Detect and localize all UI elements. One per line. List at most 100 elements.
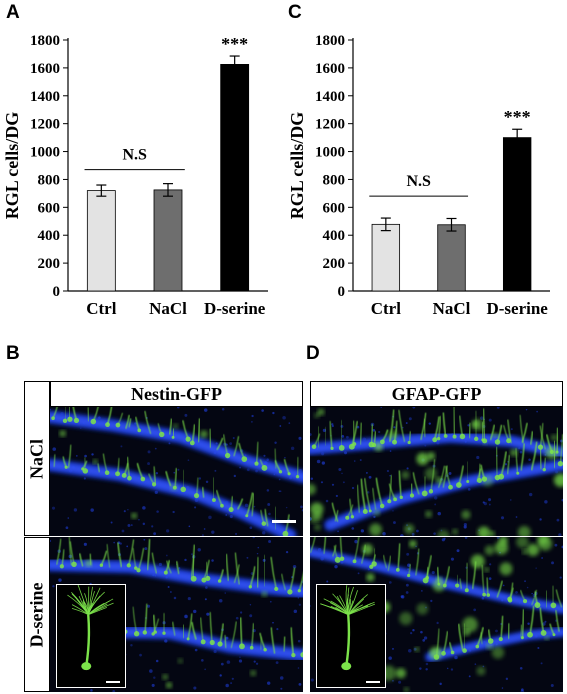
nucleus-speck: [393, 426, 396, 429]
nucleus-speck: [214, 469, 217, 472]
nucleus-speck: [184, 558, 187, 562]
nucleus-speck: [356, 425, 360, 429]
nucleus-speck: [130, 524, 133, 527]
nucleus-speck: [279, 425, 282, 427]
nucleus-speck: [282, 415, 286, 420]
bar-d-serine: [220, 64, 250, 292]
bar-nacl: [437, 224, 466, 292]
gfp-process: [507, 419, 512, 444]
gfp-process: [192, 555, 195, 579]
gfp-soma: [352, 442, 357, 446]
nucleus-speck: [204, 598, 207, 601]
nucleus-speck: [425, 662, 429, 666]
nucleus-speck: [251, 414, 254, 418]
gfp-soma: [263, 647, 267, 652]
nucleus-speck: [386, 469, 390, 473]
gfp-soma: [428, 489, 434, 494]
nucleus-speck: [401, 595, 405, 599]
cell-soma: [341, 662, 352, 671]
gfp-soma: [362, 509, 368, 515]
gfp-process: [246, 492, 254, 517]
gfp-cell: [526, 543, 540, 557]
gfp-soma: [142, 630, 148, 635]
nucleus-speck: [187, 459, 190, 461]
nucleus-speck: [467, 424, 470, 427]
nucleus-speck: [167, 586, 170, 589]
gfp-soma: [297, 589, 301, 593]
nucleus-speck: [337, 530, 339, 533]
nucleus-speck: [528, 458, 531, 461]
gfp-process: [457, 623, 464, 651]
y-tick-label: 400: [38, 228, 61, 244]
nucleus-speck: [360, 529, 365, 533]
nucleus-speck: [448, 472, 452, 475]
y-axis-label: RGL cells/DG: [287, 112, 307, 220]
gfp-soma: [51, 416, 55, 421]
nucleus-speck: [474, 663, 477, 665]
nucleus-speck: [464, 537, 468, 539]
gfp-soma: [209, 639, 215, 646]
granule-layer-core: [427, 629, 563, 660]
nucleus-speck: [138, 519, 140, 521]
nucleus-speck: [392, 510, 394, 512]
gfp-soma: [245, 514, 249, 518]
gfp-cell: [517, 525, 531, 536]
nucleus-speck: [168, 442, 171, 445]
gfp-cell: [482, 475, 494, 487]
gfp-cell: [177, 658, 183, 664]
cell-branch: [330, 600, 349, 615]
nucleus-speck: [558, 533, 562, 536]
nucleus-speck: [226, 660, 231, 664]
nucleus-speck: [496, 407, 500, 409]
gfp-soma: [432, 437, 438, 443]
cell-branch: [347, 594, 368, 615]
nucleus-speck: [544, 620, 547, 623]
nucleus-speck: [520, 689, 525, 692]
nucleus-speck: [127, 508, 129, 511]
gfp-process: [78, 553, 84, 567]
nucleus-speck: [500, 516, 505, 520]
gfp-process: [521, 609, 525, 638]
y-tick-label: 1800: [30, 33, 60, 49]
gfp-cell: [314, 523, 321, 531]
gfp-soma: [201, 577, 207, 583]
gfp-process: [175, 561, 180, 575]
nucleus-speck: [488, 577, 492, 580]
gfp-soma: [466, 480, 470, 484]
nucleus-speck: [267, 681, 271, 685]
gfp-soma: [241, 456, 248, 462]
gfp-cell: [470, 554, 485, 569]
nucleus-speck: [293, 609, 298, 614]
gfp-soma: [205, 575, 211, 581]
gfp-process: [360, 478, 367, 512]
nucleus-speck: [225, 683, 229, 688]
cell-branch: [77, 584, 89, 615]
gfp-soma: [537, 444, 544, 450]
nucleus-speck: [392, 680, 394, 682]
nucleus-speck: [437, 511, 442, 516]
gfp-soma: [105, 422, 110, 428]
nucleus-speck: [232, 437, 235, 440]
gfp-cell: [314, 412, 320, 419]
nucleus-speck: [389, 450, 392, 452]
gfp-cell: [131, 512, 138, 519]
bar-chart-c: 0 200 400 600 800 1000 1200 1400 1600 1800 RGL cel…: [287, 33, 550, 318]
nucleus-speck: [433, 532, 436, 535]
gfp-cell: [399, 611, 413, 626]
nucleus-speck: [127, 524, 131, 527]
bar-d-serine: [502, 137, 532, 292]
granule-layer-core: [50, 462, 293, 536]
nucleus-speck: [197, 548, 201, 552]
gfp-cell: [544, 635, 549, 640]
y-tick-label: 1600: [30, 61, 60, 77]
gfp-cell: [416, 452, 429, 465]
nucleus-speck: [412, 407, 416, 409]
gfp-process: [539, 448, 543, 470]
gfp-soma: [136, 568, 141, 573]
nucleus-speck: [274, 441, 277, 444]
nucleus-speck: [502, 584, 505, 587]
gfp-process: [363, 478, 371, 512]
nucleus-speck: [208, 515, 212, 520]
nucleus-speck: [187, 597, 191, 601]
nucleus-speck: [121, 529, 125, 533]
